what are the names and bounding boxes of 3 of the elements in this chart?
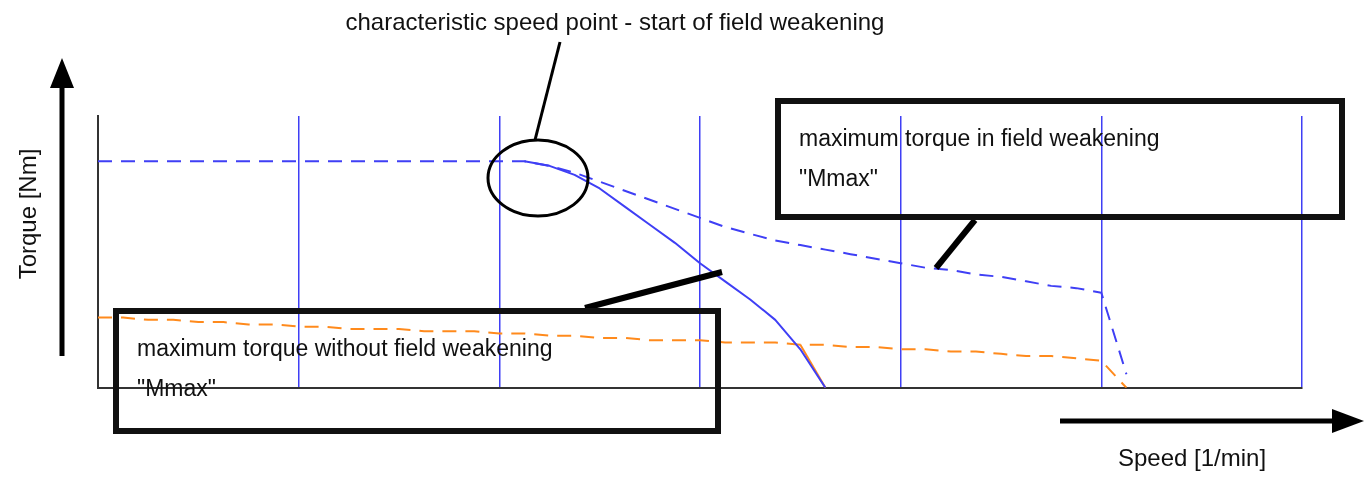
- y-axis-title: Torque [Nm]: [14, 147, 42, 282]
- x-axis-title: Speed [1/min]: [1118, 444, 1267, 472]
- text: characteristic speed point - start of field weakening: [344, 8, 886, 36]
